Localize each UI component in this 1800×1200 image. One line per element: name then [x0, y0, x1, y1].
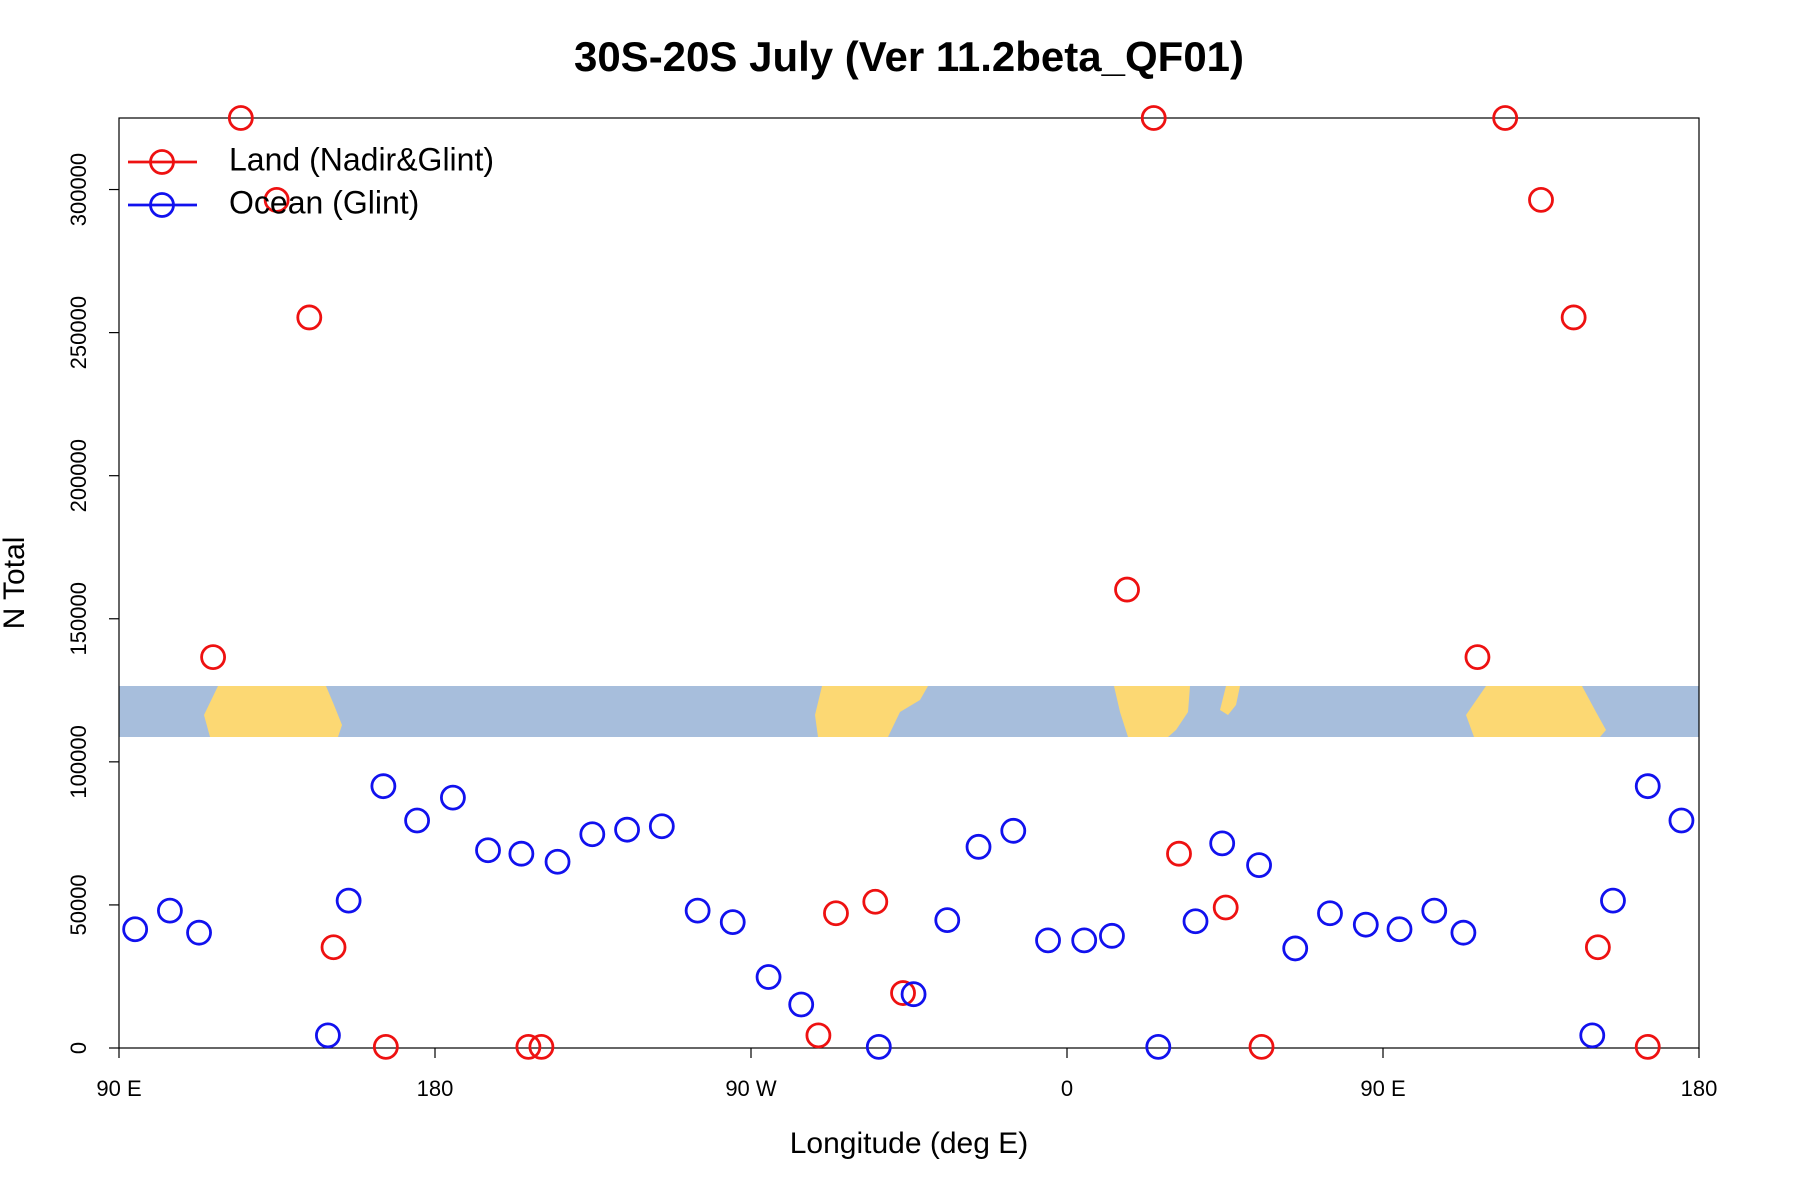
point: [1282, 935, 1309, 962]
x-tick-label: 180: [1681, 1076, 1718, 1101]
y-tick-label: 200000: [66, 439, 91, 512]
y-tick-label: 250000: [66, 296, 91, 369]
point: [1246, 852, 1272, 879]
legend-marker: [149, 149, 175, 175]
point: [1600, 887, 1626, 914]
point: [579, 821, 606, 848]
legend-label: Land (Nadir&Glint): [229, 141, 494, 177]
point: [934, 907, 961, 933]
point: [296, 304, 323, 331]
point: [508, 840, 535, 867]
point: [1450, 919, 1477, 946]
point: [862, 888, 889, 915]
point: [1182, 908, 1209, 935]
point: [1212, 894, 1239, 921]
y-axis-label: N Total: [0, 537, 31, 630]
point: [1421, 897, 1448, 924]
point: [965, 833, 992, 860]
point: [544, 848, 571, 875]
point: [648, 813, 675, 840]
continent: [1114, 686, 1190, 737]
point: [1140, 105, 1167, 131]
point: [157, 897, 183, 924]
point: [1145, 1033, 1172, 1060]
point: [719, 909, 746, 935]
x-tick-label: 0: [1061, 1076, 1073, 1101]
point: [122, 916, 149, 943]
point: [1352, 911, 1379, 938]
plot-frame: [118, 117, 1700, 1049]
point: [823, 900, 849, 927]
x-tick-label: 90 E: [1360, 1076, 1405, 1101]
point: [263, 186, 290, 213]
point: [528, 1033, 555, 1060]
continent: [815, 686, 928, 737]
point: [200, 644, 226, 671]
point: [1248, 1033, 1275, 1060]
point: [335, 887, 362, 914]
point: [227, 105, 254, 131]
point: [1528, 186, 1554, 213]
y-tick-label: 50000: [66, 874, 91, 935]
point: [1579, 1022, 1606, 1049]
point: [404, 807, 430, 834]
point: [1634, 773, 1661, 800]
point: [1099, 922, 1125, 949]
point: [1000, 817, 1027, 844]
point: [320, 934, 347, 961]
y-tick-label: 0: [66, 1042, 91, 1054]
point: [1114, 576, 1140, 603]
point: [1035, 927, 1061, 954]
point: [372, 1033, 399, 1060]
point: [1209, 830, 1236, 857]
point: [1634, 1033, 1661, 1060]
point: [186, 919, 212, 946]
point: [755, 964, 782, 990]
point: [370, 773, 397, 800]
point: [890, 980, 916, 1006]
continent: [204, 686, 342, 737]
point: [1071, 927, 1098, 954]
point: [1492, 105, 1519, 131]
y-tick-label: 100000: [66, 725, 91, 798]
legend-marker: [149, 192, 175, 218]
point: [515, 1033, 542, 1060]
map-strip: [119, 686, 1699, 737]
x-axis-label: Longitude (deg E): [790, 1127, 1029, 1160]
point: [1584, 934, 1611, 961]
point: [614, 816, 640, 843]
y-tick-label: 300000: [66, 153, 91, 226]
point: [1560, 304, 1587, 331]
x-tick-label: 180: [417, 1076, 454, 1101]
point: [1668, 807, 1695, 834]
point: [900, 981, 927, 1008]
x-tick-label: 90 W: [725, 1076, 777, 1101]
point: [1464, 644, 1491, 671]
x-tick-label: 90 E: [96, 1076, 141, 1101]
point: [788, 991, 815, 1018]
point: [315, 1022, 341, 1049]
point: [475, 837, 501, 864]
point: [865, 1033, 892, 1060]
y-tick-label: 150000: [66, 582, 91, 655]
point: [440, 784, 466, 811]
point: [684, 897, 711, 924]
point: [805, 1022, 832, 1049]
continent: [1220, 686, 1240, 715]
point: [1166, 840, 1192, 867]
point: [1317, 900, 1343, 927]
chart-title: 30S-20S July (Ver 11.2beta_QF01): [574, 33, 1244, 80]
legend-label: Ocean (Glint): [229, 184, 419, 220]
point: [1386, 916, 1413, 943]
continent: [1466, 686, 1606, 737]
